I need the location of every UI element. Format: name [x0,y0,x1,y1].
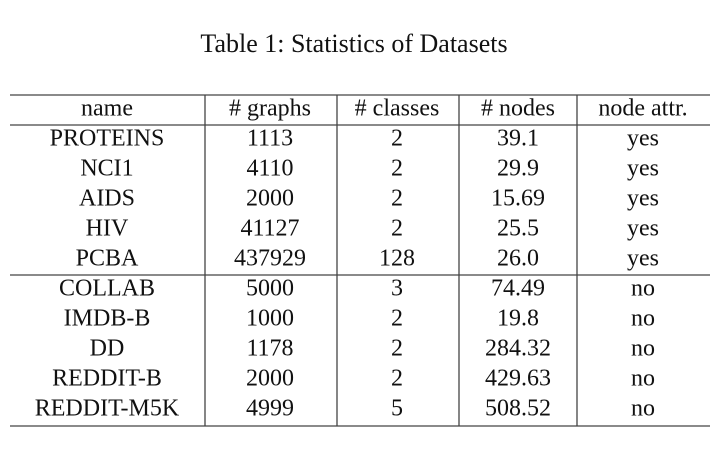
table-cell: 4999 [246,396,294,422]
table-cell: REDDIT-B [52,366,162,392]
table-cell: yes [627,126,659,152]
table-cell: 15.69 [491,186,545,212]
header-cell: name [81,96,133,122]
table-cell: 437929 [234,246,306,272]
table-cell: COLLAB [59,276,155,302]
table-cell: yes [627,186,659,212]
table-cell: IMDB-B [64,306,151,332]
table-cell: PROTEINS [50,126,165,152]
table-cell: 2 [391,336,403,362]
table-cell: 25.5 [497,216,539,242]
table-cell: 1113 [247,126,293,152]
table-cell: no [631,336,655,362]
table-cell: 74.49 [491,276,545,302]
table-cell: no [631,366,655,392]
table-cell: 1178 [246,336,293,362]
table-cell: 2000 [246,186,294,212]
table-cell: 2 [391,126,403,152]
table-cell: REDDIT-M5K [35,396,180,422]
table-cell: 19.8 [497,306,539,332]
header-cell: # graphs [229,96,311,122]
header-cell: # classes [355,96,440,122]
table-cell: 41127 [240,216,299,242]
table-cell: PCBA [76,246,139,272]
table-cell: 3 [391,276,403,302]
table-cell: 2 [391,216,403,242]
table-cell: no [631,396,655,422]
table-cell: 39.1 [497,126,539,152]
table-cell: 508.52 [485,396,551,422]
table-cell: 2 [391,186,403,212]
table-title: Table 1: Statistics of Datasets [200,29,507,58]
table-cell: 5 [391,396,403,422]
table-cell: HIV [86,216,129,242]
header-cell: # nodes [481,96,555,122]
table-cell: 29.9 [497,156,539,182]
table-cell: 429.63 [485,366,551,392]
table-cell: 26.0 [497,246,539,272]
table-cell: 1000 [246,306,294,332]
table-cell: yes [627,216,659,242]
table-cell: 2 [391,306,403,332]
header-cell: node attr. [598,96,687,122]
table-cell: 2000 [246,366,294,392]
table-cell: AIDS [79,186,135,212]
table-cell: 4110 [246,156,293,182]
table-cell: no [631,276,655,302]
table-cell: yes [627,156,659,182]
table-cell: 284.32 [485,336,551,362]
table-cell: 5000 [246,276,294,302]
table-cell: yes [627,246,659,272]
table-cell: NCI1 [80,156,133,182]
table-cell: 2 [391,156,403,182]
table-cell: 128 [379,246,415,272]
table-cell: no [631,306,655,332]
table-cell: 2 [391,366,403,392]
table-cell: DD [90,336,125,362]
